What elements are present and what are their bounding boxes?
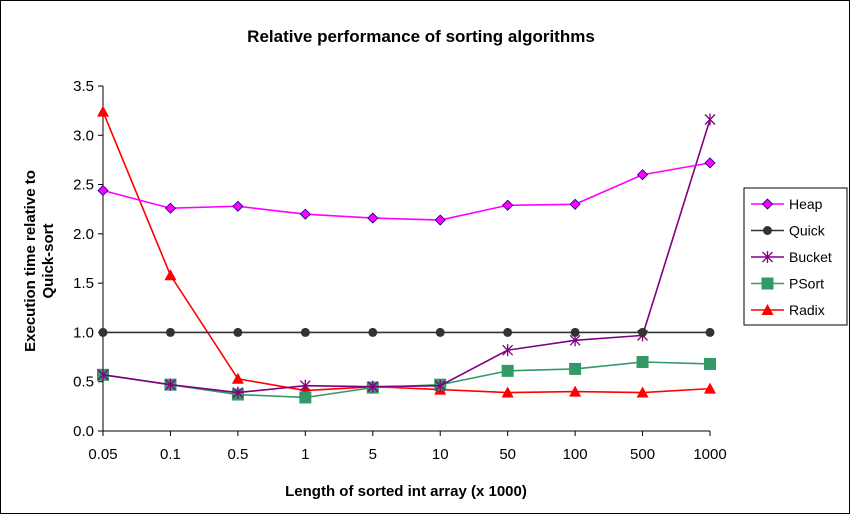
point-heap (434, 214, 446, 226)
point-radix (231, 372, 244, 384)
y-tick-label: 0.5 (73, 374, 94, 391)
point-bucket (164, 378, 176, 391)
legend-marker-psort (761, 277, 774, 290)
point-quick (233, 327, 243, 337)
axes: 0.0 0.5 1.0 1.5 2.0 2.5 3.0 3.5 0.05 0.1 0.5 1 5 10 50… (73, 78, 727, 463)
point-quick (98, 327, 108, 337)
point-radix (501, 386, 514, 398)
y-axis-label-line-1: Execution time relative to (22, 170, 39, 352)
y-tick-label: 3.0 (73, 127, 94, 144)
legend-marker-radix (761, 304, 774, 315)
series-line-heap (102, 162, 711, 221)
legend-label-psort: PSort (789, 276, 824, 292)
point-quick (705, 327, 715, 337)
x-tick-label: 0.5 (227, 446, 248, 463)
point-radix (636, 386, 649, 398)
y-tick-label: 1.5 (73, 275, 94, 292)
plot-area (97, 105, 716, 404)
point-heap (232, 200, 244, 212)
x-axis-label: Length of sorted int array (x 1000) (285, 483, 527, 500)
point-quick (300, 327, 310, 337)
point-bucket (434, 379, 446, 392)
series-quick (98, 327, 715, 337)
point-bucket (704, 113, 716, 126)
point-quick (638, 327, 648, 337)
legend-entry-bucket: Bucket (751, 249, 832, 265)
y-axis-label-line-2: Quick-sort (40, 223, 57, 298)
legend-label-radix: Radix (789, 302, 825, 318)
legend-label-quick: Quick (789, 223, 826, 239)
series-line-bucket (102, 119, 711, 394)
point-heap (502, 199, 514, 211)
point-psort (704, 357, 716, 370)
y-tick-label: 2.0 (73, 226, 94, 243)
point-heap (569, 198, 581, 210)
series-heap (97, 157, 716, 226)
point-heap (97, 184, 109, 197)
legend-entry-heap: Heap (751, 196, 823, 212)
point-quick (570, 327, 580, 337)
y-tick-label: 1.0 (73, 324, 94, 341)
point-radix (704, 382, 716, 394)
point-quick (503, 327, 513, 337)
point-quick (435, 327, 445, 337)
point-quick (165, 327, 175, 337)
x-tick-label: 1000 (693, 446, 726, 463)
point-radix (164, 269, 177, 281)
legend-entry-psort: PSort (751, 276, 824, 292)
point-heap (367, 212, 379, 224)
x-tick-label: 1 (301, 446, 309, 463)
point-psort (299, 391, 312, 404)
point-bucket (232, 386, 244, 399)
x-tick-label: 0.1 (160, 446, 181, 463)
x-tick-label: 0.05 (88, 446, 117, 463)
point-bucket (299, 379, 311, 392)
series-radix (97, 105, 716, 398)
legend-entry-quick: Quick (751, 223, 826, 239)
series-line-radix (102, 111, 711, 394)
x-tick-label: 500 (630, 446, 655, 463)
point-heap (299, 208, 311, 220)
point-heap (704, 157, 716, 169)
series-psort (97, 356, 716, 404)
legend-marker-bucket (762, 251, 773, 263)
point-heap (636, 169, 649, 181)
point-bucket (502, 344, 514, 357)
legend-label-heap: Heap (789, 196, 823, 212)
legend: Heap Quick Bucket PSort Radix (743, 187, 848, 326)
x-tick-label: 100 (563, 446, 588, 463)
point-psort (636, 356, 649, 368)
point-radix (97, 105, 109, 117)
x-tick-label: 10 (432, 446, 449, 463)
point-psort (501, 364, 514, 377)
legend-entry-radix: Radix (751, 302, 825, 318)
x-tick-label: 5 (369, 446, 377, 463)
x-tick-label: 50 (499, 446, 516, 463)
point-quick (368, 327, 378, 337)
point-heap (164, 202, 177, 214)
chart-title: Relative performance of sorting algorith… (247, 27, 595, 46)
point-radix (569, 385, 582, 397)
legend-label-bucket: Bucket (789, 249, 832, 265)
point-bucket (367, 380, 379, 393)
y-tick-label: 0.0 (73, 423, 94, 440)
point-bucket (97, 368, 109, 381)
y-tick-label: 2.5 (73, 177, 94, 194)
legend-marker-quick (763, 226, 772, 235)
legend-marker-heap (761, 198, 774, 210)
y-tick-label: 3.5 (73, 78, 94, 95)
point-psort (569, 362, 582, 375)
series-bucket (97, 113, 716, 399)
